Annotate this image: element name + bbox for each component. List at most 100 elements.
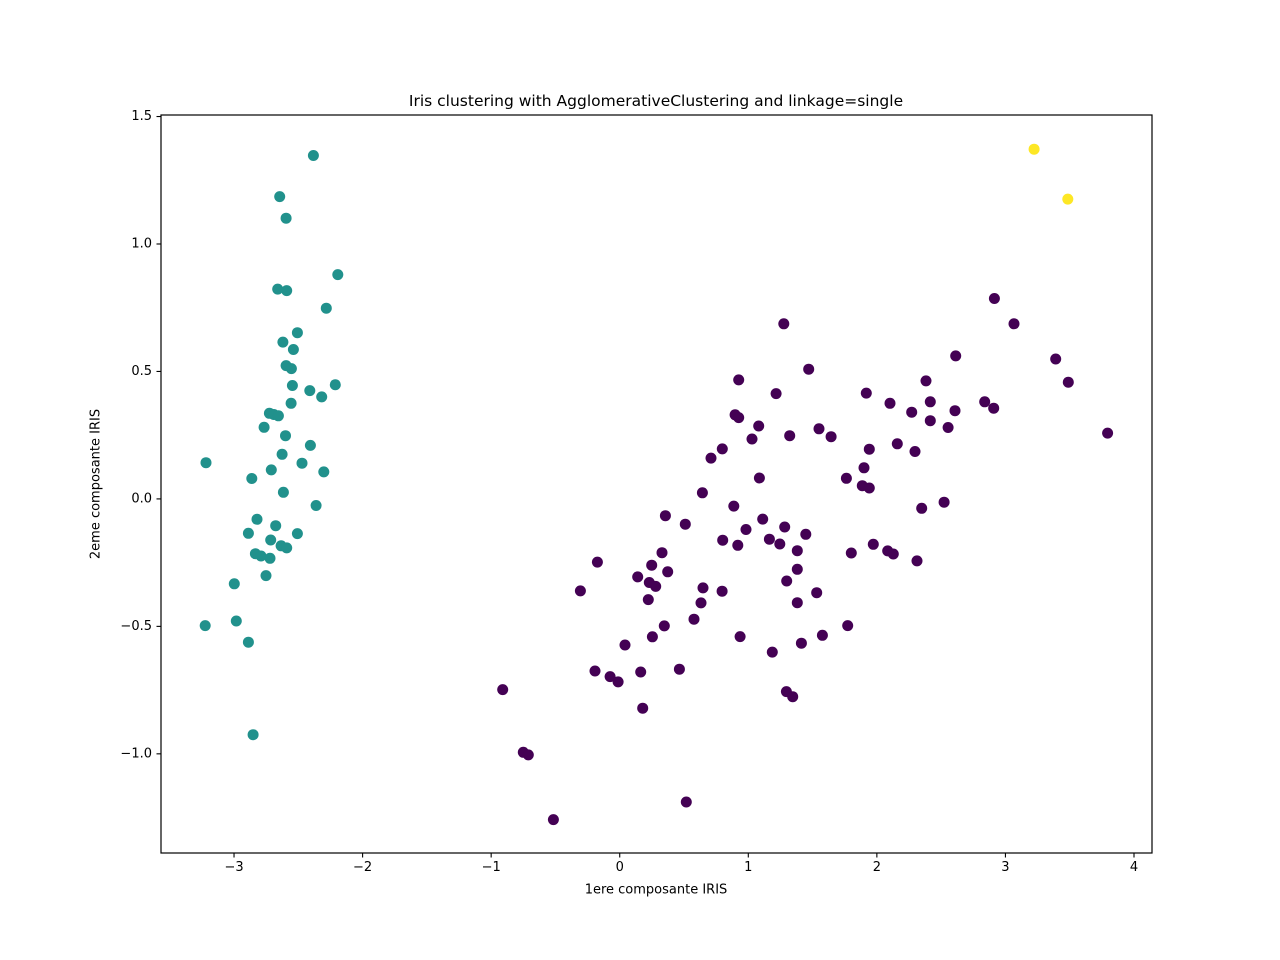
- data-point-cluster-0-purple: [891, 438, 903, 450]
- data-point-cluster-1-teal: [265, 464, 277, 476]
- data-point-cluster-1-teal: [272, 283, 284, 295]
- data-point-cluster-0-purple: [1062, 376, 1074, 388]
- data-point-cluster-0-purple: [757, 513, 769, 525]
- data-point-cluster-0-purple: [949, 405, 961, 417]
- data-point-cluster-0-purple: [728, 500, 740, 512]
- axes-frame: [160, 114, 1153, 854]
- data-point-cluster-0-purple: [795, 637, 807, 649]
- data-point-cluster-0-purple: [591, 556, 603, 568]
- data-point-cluster-1-teal: [310, 500, 322, 511]
- data-point-cluster-0-purple: [924, 415, 936, 427]
- data-point-cluster-0-purple: [1102, 427, 1114, 439]
- data-point-cluster-1-teal: [272, 410, 284, 422]
- data-point-cluster-0-purple: [604, 671, 616, 683]
- x-tick-label: −2: [353, 860, 372, 875]
- x-tick-label: −1: [482, 860, 501, 875]
- data-point-cluster-0-purple: [816, 629, 828, 641]
- y-tick-label: 1.5: [131, 109, 152, 124]
- data-point-cluster-0-purple: [845, 547, 857, 559]
- data-point-cluster-1-teal: [304, 439, 316, 451]
- y-tick-label: 0.5: [131, 364, 152, 379]
- data-point-cluster-0-purple: [920, 375, 932, 387]
- data-point-cluster-0-purple: [589, 665, 601, 677]
- x-tick-label: 4: [1130, 860, 1138, 875]
- data-point-cluster-0-purple: [696, 487, 708, 499]
- data-point-cluster-0-purple: [746, 433, 758, 445]
- data-point-cluster-1-teal: [307, 150, 319, 161]
- data-point-cluster-0-purple: [688, 613, 700, 625]
- data-point-cluster-0-purple: [740, 524, 752, 535]
- data-point-cluster-1-teal: [255, 550, 267, 562]
- data-point-cluster-0-purple: [659, 510, 671, 522]
- data-point-cluster-1-teal: [247, 729, 259, 741]
- data-point-cluster-1-teal: [265, 534, 277, 546]
- data-point-cluster-1-teal: [281, 285, 293, 297]
- data-point-cluster-0-purple: [825, 431, 837, 443]
- data-point-cluster-0-purple: [840, 472, 852, 484]
- data-point-cluster-0-purple: [637, 702, 649, 714]
- data-point-cluster-1-teal: [230, 615, 242, 627]
- data-point-cluster-0-purple: [574, 585, 586, 597]
- data-point-cluster-0-purple: [1008, 318, 1020, 330]
- data-point-cluster-1-teal: [318, 466, 330, 478]
- data-point-cluster-1-teal: [281, 542, 293, 554]
- data-point-cluster-1-teal: [264, 552, 276, 564]
- data-point-cluster-0-purple: [778, 318, 790, 330]
- data-point-cluster-0-purple: [867, 538, 879, 550]
- data-point-cluster-0-purple: [662, 566, 674, 578]
- data-point-cluster-1-teal: [270, 520, 282, 532]
- data-point-cluster-1-teal: [280, 430, 291, 442]
- data-point-cluster-1-teal: [320, 302, 332, 314]
- data-point-cluster-0-purple: [646, 559, 658, 571]
- data-point-cluster-0-purple: [753, 420, 765, 432]
- data-point-cluster-1-teal: [291, 327, 303, 339]
- data-point-cluster-0-purple: [938, 496, 950, 508]
- data-point-cluster-1-teal: [274, 191, 286, 203]
- data-point-cluster-0-purple: [858, 462, 870, 474]
- data-point-cluster-0-purple: [547, 814, 559, 826]
- data-point-cluster-0-purple: [791, 563, 803, 575]
- data-point-cluster-0-purple: [842, 620, 854, 632]
- x-tick-label: −3: [224, 860, 243, 875]
- y-tick-label: 1.0: [131, 236, 152, 251]
- data-point-cluster-0-purple: [695, 597, 707, 609]
- data-point-cluster-0-purple: [924, 396, 936, 408]
- chart-title: Iris clustering with AgglomerativeCluste…: [408, 92, 904, 110]
- data-point-cluster-0-purple: [733, 412, 745, 424]
- data-point-cluster-0-purple: [979, 396, 991, 408]
- data-point-cluster-0-purple: [650, 580, 662, 592]
- data-point-cluster-0-purple: [522, 749, 534, 761]
- data-point-cluster-0-purple: [942, 422, 954, 433]
- data-point-cluster-2-yellow: [1062, 193, 1074, 205]
- data-point-cluster-1-teal: [242, 636, 254, 648]
- data-point-cluster-1-teal: [228, 578, 240, 590]
- data-point-cluster-0-purple: [732, 539, 744, 551]
- data-point-cluster-1-teal: [287, 344, 299, 355]
- data-point-cluster-0-purple: [906, 406, 918, 418]
- data-point-cluster-0-purple: [635, 666, 647, 678]
- data-point-cluster-0-purple: [887, 548, 899, 560]
- data-point-cluster-0-purple: [884, 397, 896, 409]
- x-axis-label: 1ere composante IRIS: [584, 882, 728, 898]
- data-point-cluster-0-purple: [779, 521, 791, 533]
- data-point-cluster-1-teal: [276, 448, 288, 460]
- data-point-cluster-0-purple: [734, 631, 746, 643]
- x-tick-label: 3: [1001, 860, 1009, 875]
- data-point-cluster-1-teal: [251, 513, 263, 525]
- data-point-cluster-1-teal: [285, 363, 297, 375]
- data-point-cluster-0-purple: [716, 443, 728, 455]
- data-point-cluster-1-teal: [242, 527, 254, 539]
- data-point-cluster-1-teal: [199, 620, 211, 632]
- data-point-cluster-0-purple: [753, 472, 765, 484]
- data-point-cluster-1-teal: [316, 391, 328, 403]
- data-point-cluster-0-purple: [911, 555, 923, 567]
- data-point-cluster-0-purple: [787, 691, 799, 703]
- data-point-cluster-0-purple: [766, 646, 778, 658]
- data-point-cluster-0-purple: [705, 452, 717, 464]
- data-point-cluster-0-purple: [803, 363, 815, 375]
- data-point-cluster-0-purple: [763, 533, 775, 545]
- x-tick-label: 1: [744, 860, 752, 875]
- data-point-cluster-0-purple: [811, 587, 823, 599]
- data-point-cluster-1-teal: [296, 457, 308, 469]
- data-point-cluster-0-purple: [774, 538, 786, 550]
